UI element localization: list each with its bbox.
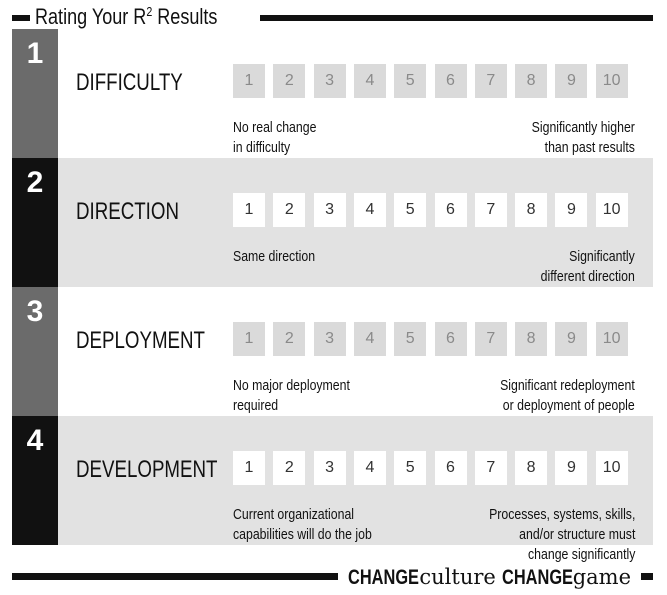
- row-category: DEVELOPMENT: [76, 456, 218, 483]
- rating-row: 1 DIFFICULTY 1 2 3 4 5 6 7 8 9 10 No real change in …: [12, 29, 653, 158]
- rating-option[interactable]: 2: [273, 322, 306, 356]
- row-category: DIFFICULTY: [76, 69, 183, 96]
- rating-option[interactable]: 7: [474, 322, 507, 356]
- rating-card: Rating Your R2 Results 1 DIFFICULTY 1 2 3 4 5 6…: [12, 4, 653, 591]
- rating-option[interactable]: 2: [273, 451, 306, 485]
- rating-row: 4 DEVELOPMENT 1 2 3 4 5 6 7 8 9 10 Current organizat…: [12, 416, 653, 563]
- rating-option[interactable]: 4: [353, 64, 386, 98]
- rating-option[interactable]: 8: [515, 193, 548, 227]
- rating-option[interactable]: 2: [273, 193, 306, 227]
- rating-option[interactable]: 10: [595, 322, 628, 356]
- scale-high-description: Processes, systems, skills, and/or struc…: [488, 506, 635, 563]
- rating-option[interactable]: 9: [555, 322, 588, 356]
- rating-option[interactable]: 6: [434, 193, 467, 227]
- rating-option[interactable]: 4: [353, 322, 386, 356]
- rating-option[interactable]: 5: [394, 64, 427, 98]
- rating-option[interactable]: 7: [474, 451, 507, 485]
- rating-option[interactable]: 9: [555, 451, 588, 485]
- scale-high-description: Significantly higher than past results: [531, 119, 635, 156]
- row-number: 2: [26, 166, 44, 199]
- rating-option[interactable]: 1: [233, 451, 265, 485]
- scale-high-description: Significantly different direction: [540, 248, 635, 285]
- rating-option[interactable]: 3: [313, 64, 346, 98]
- rating-option[interactable]: 4: [353, 193, 386, 227]
- rating-option[interactable]: 5: [394, 193, 427, 227]
- rating-option[interactable]: 3: [313, 322, 346, 356]
- row-category: DIRECTION: [76, 198, 179, 225]
- top-rule-right: [260, 15, 653, 21]
- rating-option[interactable]: 6: [434, 322, 467, 356]
- rating-option[interactable]: 10: [595, 451, 628, 485]
- scale-low-description: No major deployment required: [233, 377, 350, 414]
- rating-option[interactable]: 10: [595, 64, 628, 98]
- rating-option[interactable]: 2: [273, 64, 306, 98]
- rating-option[interactable]: 6: [434, 451, 467, 485]
- rating-option[interactable]: 5: [394, 451, 427, 485]
- rating-option[interactable]: 7: [474, 193, 507, 227]
- brand-logo: CHANGEculture CHANGEgame: [338, 563, 641, 591]
- row-number: 1: [26, 37, 44, 70]
- rating-row: 2 DIRECTION 1 2 3 4 5 6 7 8 9 10 Same direction Signi…: [12, 158, 653, 287]
- rating-option[interactable]: 1: [233, 322, 265, 356]
- rating-option[interactable]: 3: [313, 451, 346, 485]
- row-number: 3: [26, 295, 44, 328]
- rating-option[interactable]: 8: [515, 451, 548, 485]
- page-title: Rating Your R2 Results: [35, 4, 218, 29]
- rating-option[interactable]: 3: [313, 193, 346, 227]
- rating-option[interactable]: 7: [474, 64, 507, 98]
- top-rule-left: [12, 15, 30, 21]
- scale-low-description: Current organizational capabilities will…: [233, 506, 372, 543]
- row-number-block: 4: [12, 416, 58, 545]
- rating-option[interactable]: 5: [394, 322, 427, 356]
- row-number-block: 2: [12, 158, 58, 287]
- scale-low-description: No real change in difficulty: [233, 119, 317, 156]
- row-number: 4: [26, 424, 44, 457]
- row-category: DEPLOYMENT: [76, 327, 205, 354]
- rating-option[interactable]: 9: [555, 64, 588, 98]
- rating-option[interactable]: 4: [353, 451, 386, 485]
- rating-row: 3 DEPLOYMENT 1 2 3 4 5 6 7 8 9 10 No major deploymen…: [12, 287, 653, 434]
- bottom-rule: [12, 573, 653, 580]
- rating-option[interactable]: 1: [233, 64, 265, 98]
- scale-low-description: Same direction: [233, 248, 316, 265]
- row-number-block: 1: [12, 29, 58, 158]
- rating-option[interactable]: 1: [233, 193, 265, 227]
- rating-option[interactable]: 8: [515, 64, 548, 98]
- rating-option[interactable]: 6: [434, 64, 467, 98]
- rating-option[interactable]: 9: [555, 193, 588, 227]
- rating-option[interactable]: 10: [595, 193, 628, 227]
- row-number-block: 3: [12, 287, 58, 416]
- rating-option[interactable]: 8: [515, 322, 548, 356]
